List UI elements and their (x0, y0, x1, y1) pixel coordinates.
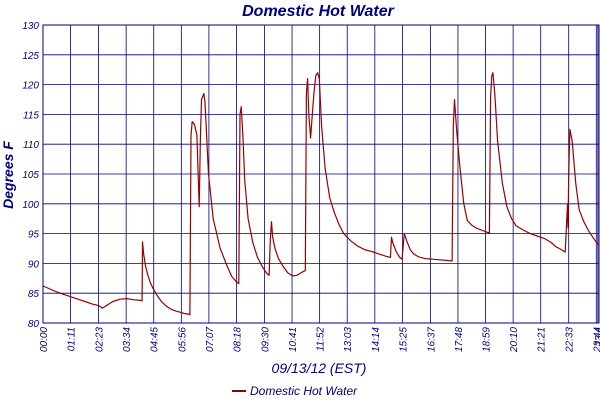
x-axis-label: 09/13/12 (EST) (272, 360, 367, 376)
x-tick-label: 23:4 (594, 327, 600, 348)
x-tick-labels: 00:00 01:11 02:23 03:34 04:45 05:56 07:07 08:18… (39, 327, 600, 353)
x-tick-label: 14:14 (371, 327, 382, 352)
x-tick-label: 20:10 (509, 327, 520, 353)
x-tick-label: 16:37 (426, 327, 437, 352)
y-tick-label: 105 (22, 170, 39, 181)
legend-label: Domestic Hot Water (250, 384, 358, 398)
x-tick-label: 07:07 (205, 327, 216, 352)
y-tick-label: 95 (28, 230, 40, 241)
series-line (42, 72, 600, 316)
legend: Domestic Hot Water (232, 384, 358, 398)
x-tick-label: 21:21 (537, 327, 548, 353)
y-tick-labels: 80 85 90 95 100 105 110 115 120 125 130 (22, 21, 39, 330)
x-tick-label: 15:25 (398, 327, 409, 352)
x-tick-label: 13:03 (343, 327, 354, 352)
x-tick-label: 23:44 (592, 327, 600, 353)
x-tick-label: 18:59 (482, 327, 493, 352)
y-tick-label: 130 (22, 21, 39, 32)
x-tick-label: 02:23 (95, 327, 106, 352)
x-tick-label: 08:18 (232, 327, 243, 352)
x-tick-label: 01:11 (67, 327, 78, 351)
x-tick-label: 04:45 (150, 327, 161, 352)
x-tick-label: 11:52 (316, 327, 327, 352)
chart-title: Domestic Hot Water (242, 3, 395, 20)
x-tick-label: 22:33 (565, 327, 576, 353)
y-tick-label: 80 (28, 319, 40, 330)
y-tick-label: 85 (28, 289, 40, 300)
x-tick-label: 10:41 (288, 327, 299, 352)
plot-frame (42, 24, 600, 324)
y-tick-label: 115 (23, 110, 39, 121)
x-tick-label: 03:34 (122, 327, 133, 352)
x-tick-label: 05:56 (177, 327, 188, 352)
y-tick-label: 90 (28, 259, 40, 270)
y-axis-label: Degrees F (0, 141, 16, 209)
x-tick-label: 00:00 (39, 327, 50, 352)
y-tick-label: 120 (22, 81, 39, 92)
x-tick-label: 09:30 (260, 327, 271, 352)
grid (42, 24, 599, 324)
x-tick-label: 17:48 (454, 327, 465, 352)
series-group (42, 72, 600, 316)
y-tick-label: 100 (22, 200, 39, 211)
y-tick-label: 110 (23, 140, 39, 151)
y-tick-label: 125 (22, 51, 39, 62)
